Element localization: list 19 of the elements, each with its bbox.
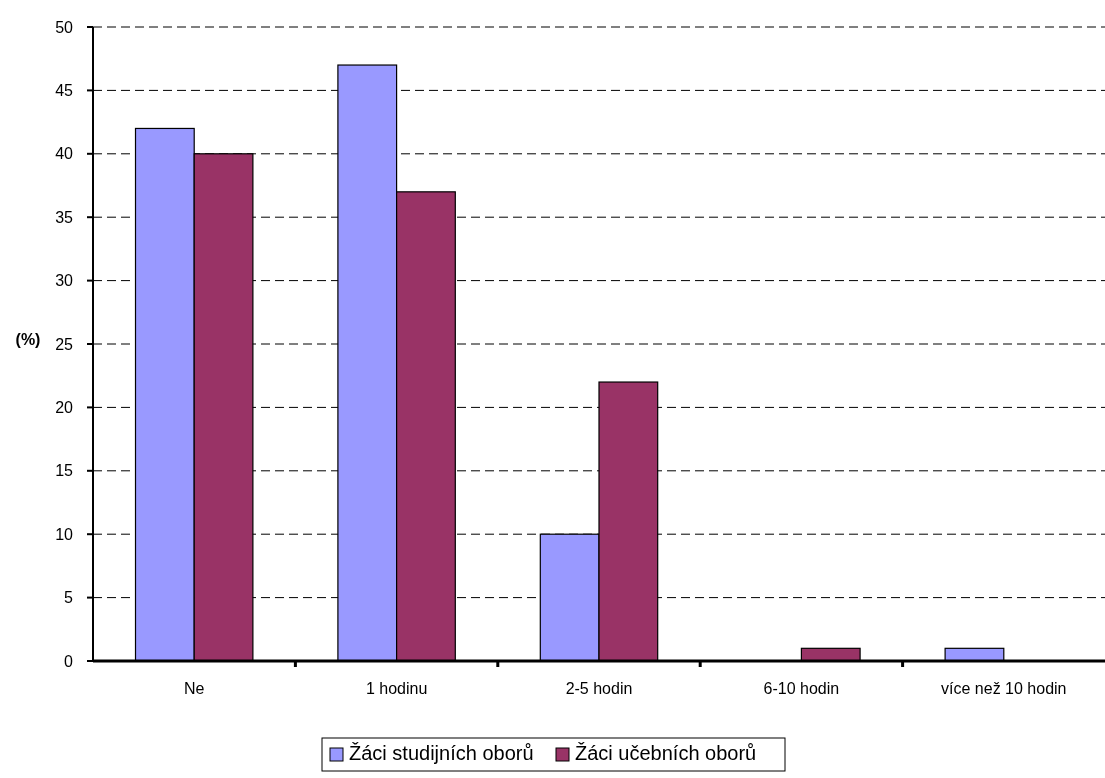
y-tick-label: 30 — [55, 272, 74, 290]
legend-label: Žáci studijních oborů — [349, 742, 534, 764]
x-tick-label: 1 hodinu — [365, 680, 428, 697]
y-tick-label: 35 — [55, 208, 74, 226]
y-tick-label: 5 — [64, 589, 74, 607]
x-tick-label: 6-10 hodin — [763, 680, 840, 697]
y-tick-label: 50 — [55, 18, 74, 36]
y-tick-label: 40 — [55, 145, 74, 163]
x-tick-label: Ne — [183, 680, 205, 697]
y-tick-label: 25 — [55, 335, 74, 353]
x-tick-label: více než 10 hodin — [941, 680, 1067, 697]
y-tick-label: 15 — [55, 462, 74, 480]
legend-label: Žáci učebních oborů — [575, 742, 757, 764]
y-tick-label: 20 — [55, 399, 74, 416]
y-tick-label: 45 — [55, 82, 74, 99]
y-tick-label: 0 — [64, 652, 74, 670]
x-tick-label: 2-5 hodin — [565, 680, 633, 697]
y-tick-label: 10 — [55, 525, 74, 543]
y-axis-title: (%) — [15, 331, 41, 348]
